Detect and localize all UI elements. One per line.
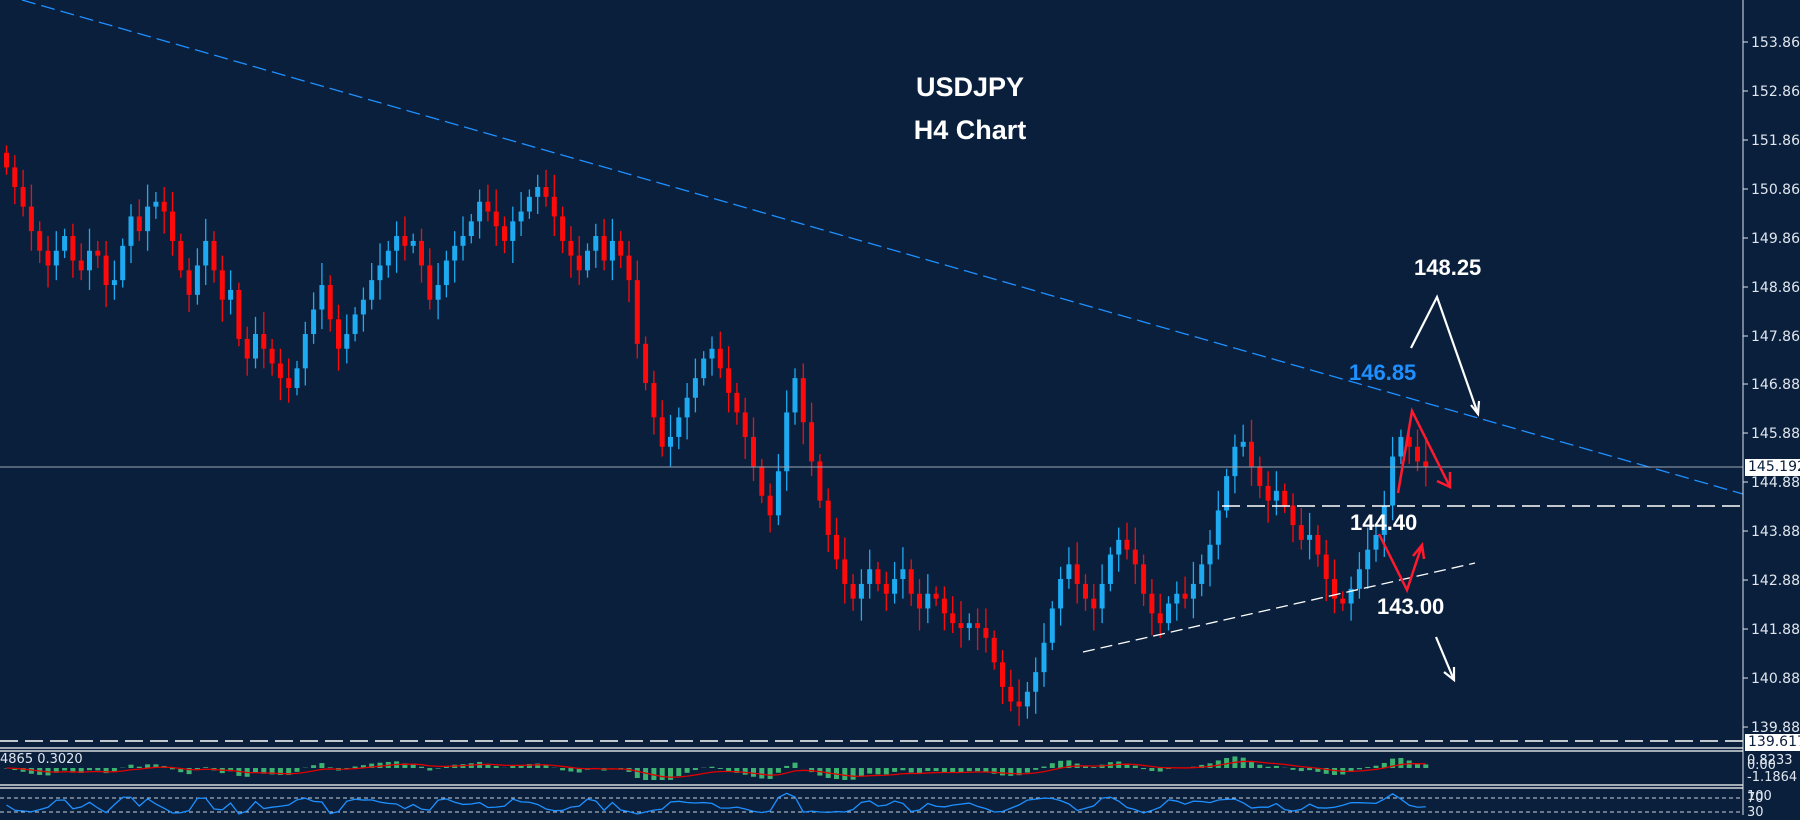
price-tick-label: 140.880 bbox=[1751, 671, 1800, 687]
price-tick-label: 150.860 bbox=[1751, 182, 1800, 198]
price-tick-label: 149.860 bbox=[1751, 231, 1800, 247]
rsi-axis-70: 70 bbox=[1747, 791, 1764, 806]
support-label-144-40: 144.40 bbox=[1350, 510, 1417, 536]
price-tick-label: 141.880 bbox=[1751, 622, 1800, 638]
low-price-tag: 139.617 bbox=[1745, 734, 1800, 751]
macd-values-label: 4865 0.3020 bbox=[0, 752, 83, 767]
chart-subtitle: H4 Chart bbox=[820, 115, 1120, 146]
macd-axis-bottom: -1.1864 bbox=[1747, 770, 1797, 785]
trendline-resistance-label: 146.85 bbox=[1349, 360, 1416, 386]
support-label-143-00: 143.00 bbox=[1377, 594, 1444, 620]
price-tick-label: 148.860 bbox=[1751, 280, 1800, 296]
upper-target-label: 148.25 bbox=[1414, 255, 1481, 281]
price-tick-label: 143.880 bbox=[1751, 524, 1800, 540]
price-tick-label: 152.860 bbox=[1751, 84, 1800, 100]
price-tick-label: 146.880 bbox=[1751, 377, 1800, 393]
price-tick-label: 147.860 bbox=[1751, 329, 1800, 345]
chart-title: USDJPY bbox=[820, 72, 1120, 103]
price-tick-label: 145.880 bbox=[1751, 426, 1800, 442]
rsi-axis-30: 30 bbox=[1747, 805, 1764, 820]
price-tick-label: 151.860 bbox=[1751, 133, 1800, 149]
price-tick-label: 153.860 bbox=[1751, 35, 1800, 51]
price-tick-label: 144.880 bbox=[1751, 475, 1800, 491]
price-axis-ticks: 153.860 152.860 151.860 150.860 149.860 148.8… bbox=[1743, 35, 1800, 736]
price-tick-label: 142.880 bbox=[1751, 573, 1800, 589]
current-price-tag: 145.192 bbox=[1745, 459, 1800, 476]
